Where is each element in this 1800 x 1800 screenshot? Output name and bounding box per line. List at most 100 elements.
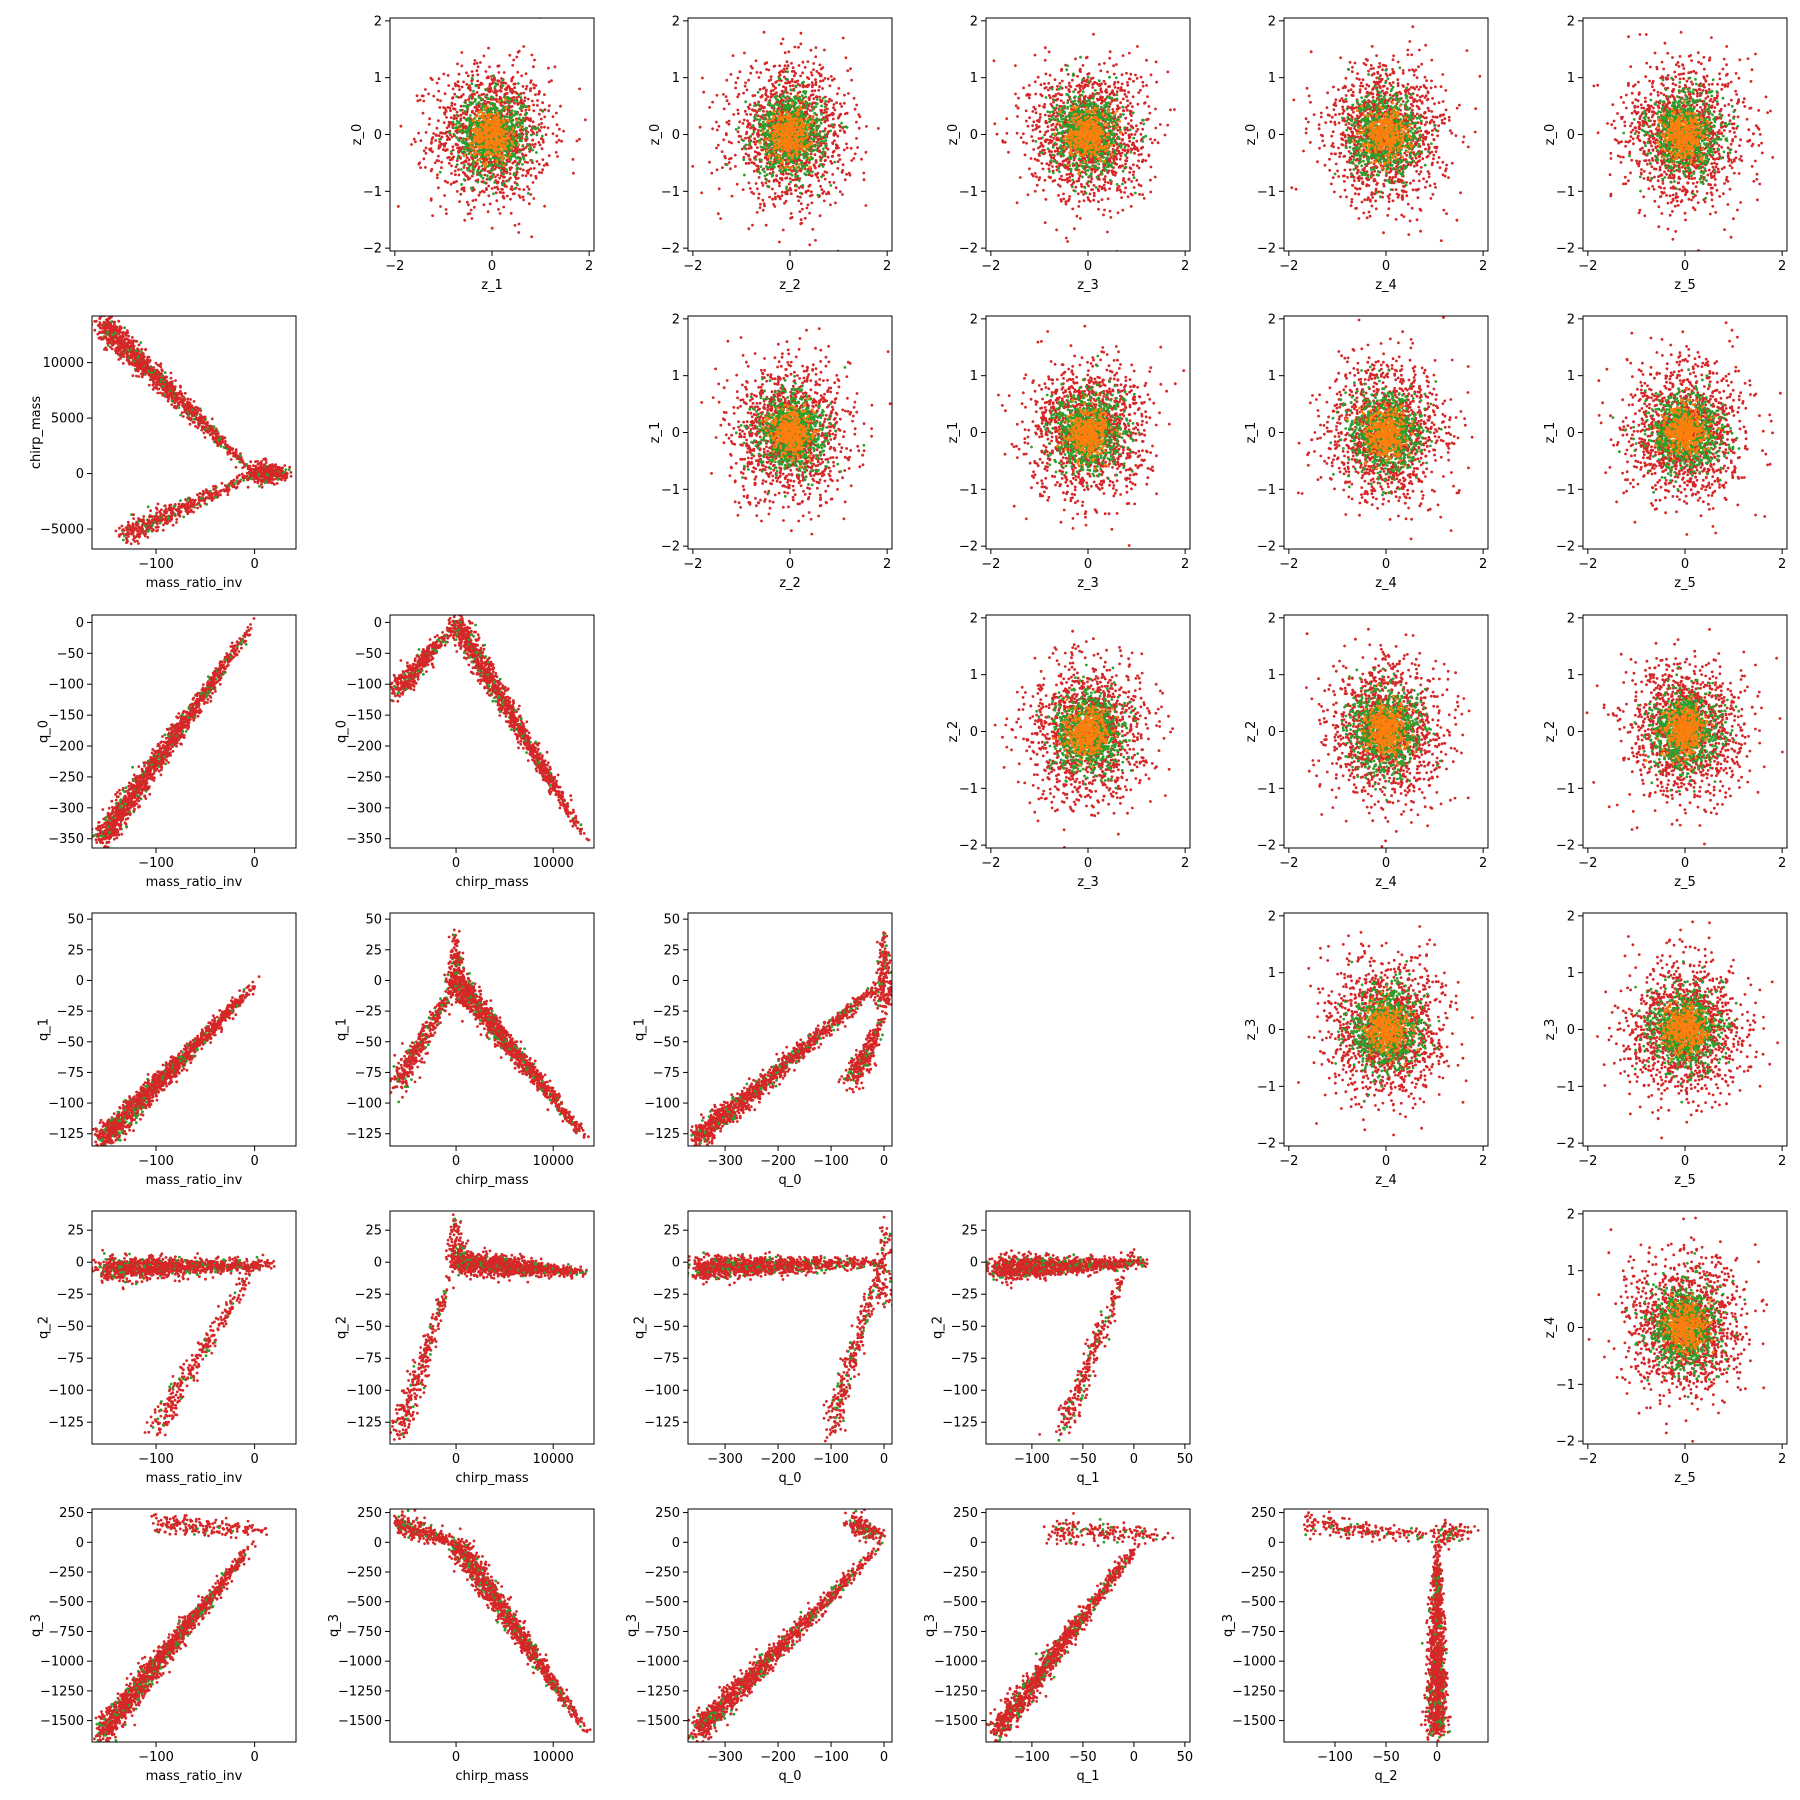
data-point [504, 98, 507, 102]
data-point [833, 130, 837, 134]
data-point [781, 133, 785, 137]
data-point [452, 132, 456, 136]
data-point [817, 88, 821, 92]
data-point [771, 125, 775, 129]
data-point [559, 104, 562, 108]
data-point [471, 199, 475, 203]
data-point [495, 106, 499, 110]
data-point [506, 126, 510, 130]
data-point [1064, 200, 1068, 204]
data-point [829, 75, 833, 78]
data-point [757, 76, 761, 79]
data-point [751, 132, 755, 136]
data-point [526, 97, 530, 101]
data-point [730, 141, 733, 145]
data-point [782, 67, 786, 71]
data-point [832, 181, 836, 184]
data-point [530, 53, 534, 57]
data-point [773, 147, 776, 150]
data-point [855, 120, 858, 124]
data-point [492, 120, 496, 124]
data-point [505, 142, 509, 146]
data-point [445, 116, 448, 119]
data-point [508, 101, 511, 105]
data-point [725, 121, 729, 124]
data-point [450, 164, 453, 168]
data-point [1119, 101, 1122, 105]
data-point [487, 121, 490, 124]
data-point [823, 108, 827, 112]
data-point [466, 128, 469, 131]
data-point [1141, 84, 1145, 88]
data-point [480, 102, 484, 106]
data-point [729, 167, 732, 171]
data-point [1108, 50, 1112, 54]
data-point [551, 132, 555, 136]
data-point [497, 158, 501, 161]
data-point [790, 173, 794, 177]
data-point [768, 127, 771, 131]
data-point [464, 174, 467, 177]
data-point [821, 165, 825, 168]
data-point [455, 116, 458, 120]
data-point [720, 150, 724, 154]
data-point [819, 100, 823, 104]
data-point [491, 135, 494, 139]
data-point [455, 136, 458, 139]
data-point [792, 145, 796, 149]
data-point [555, 134, 559, 138]
data-point [517, 132, 521, 136]
data-point [513, 82, 517, 86]
data-point [518, 160, 522, 164]
data-point [491, 125, 494, 128]
data-point [1131, 95, 1135, 99]
data-point [472, 160, 475, 163]
data-point [810, 109, 814, 112]
data-point [492, 192, 495, 196]
data-point [496, 180, 500, 184]
data-point [532, 145, 536, 149]
data-point [778, 184, 781, 188]
data-point [724, 156, 727, 160]
data-point [514, 90, 517, 94]
data-point [841, 163, 845, 167]
data-point [473, 136, 476, 139]
data-point [789, 216, 792, 220]
data-point [473, 130, 477, 134]
data-point [424, 88, 427, 91]
data-point [1127, 178, 1131, 181]
data-point [755, 111, 759, 114]
data-point [442, 121, 446, 124]
data-point [762, 30, 766, 34]
data-point [484, 102, 488, 106]
data-point [789, 192, 793, 196]
data-point [541, 101, 544, 105]
data-point [765, 165, 768, 168]
data-point [457, 168, 460, 172]
data-point [781, 37, 785, 41]
data-point [776, 112, 780, 116]
data-point [473, 123, 477, 127]
data-point [424, 131, 428, 134]
data-point [802, 122, 806, 126]
data-point [531, 138, 534, 142]
data-point [775, 146, 779, 149]
data-point [512, 173, 516, 177]
data-point [1028, 116, 1031, 120]
data-point [736, 95, 740, 99]
data-point [477, 119, 481, 123]
data-point [749, 126, 752, 130]
data-point [758, 88, 762, 91]
data-point [789, 88, 793, 92]
data-point [725, 78, 729, 82]
data-point [1068, 179, 1072, 183]
data-point [734, 165, 737, 168]
data-point [459, 168, 463, 171]
data-point [504, 162, 508, 165]
data-point [749, 145, 753, 149]
data-point [456, 157, 460, 160]
data-point [711, 100, 714, 104]
data-point [493, 147, 496, 151]
data-point [804, 95, 808, 99]
